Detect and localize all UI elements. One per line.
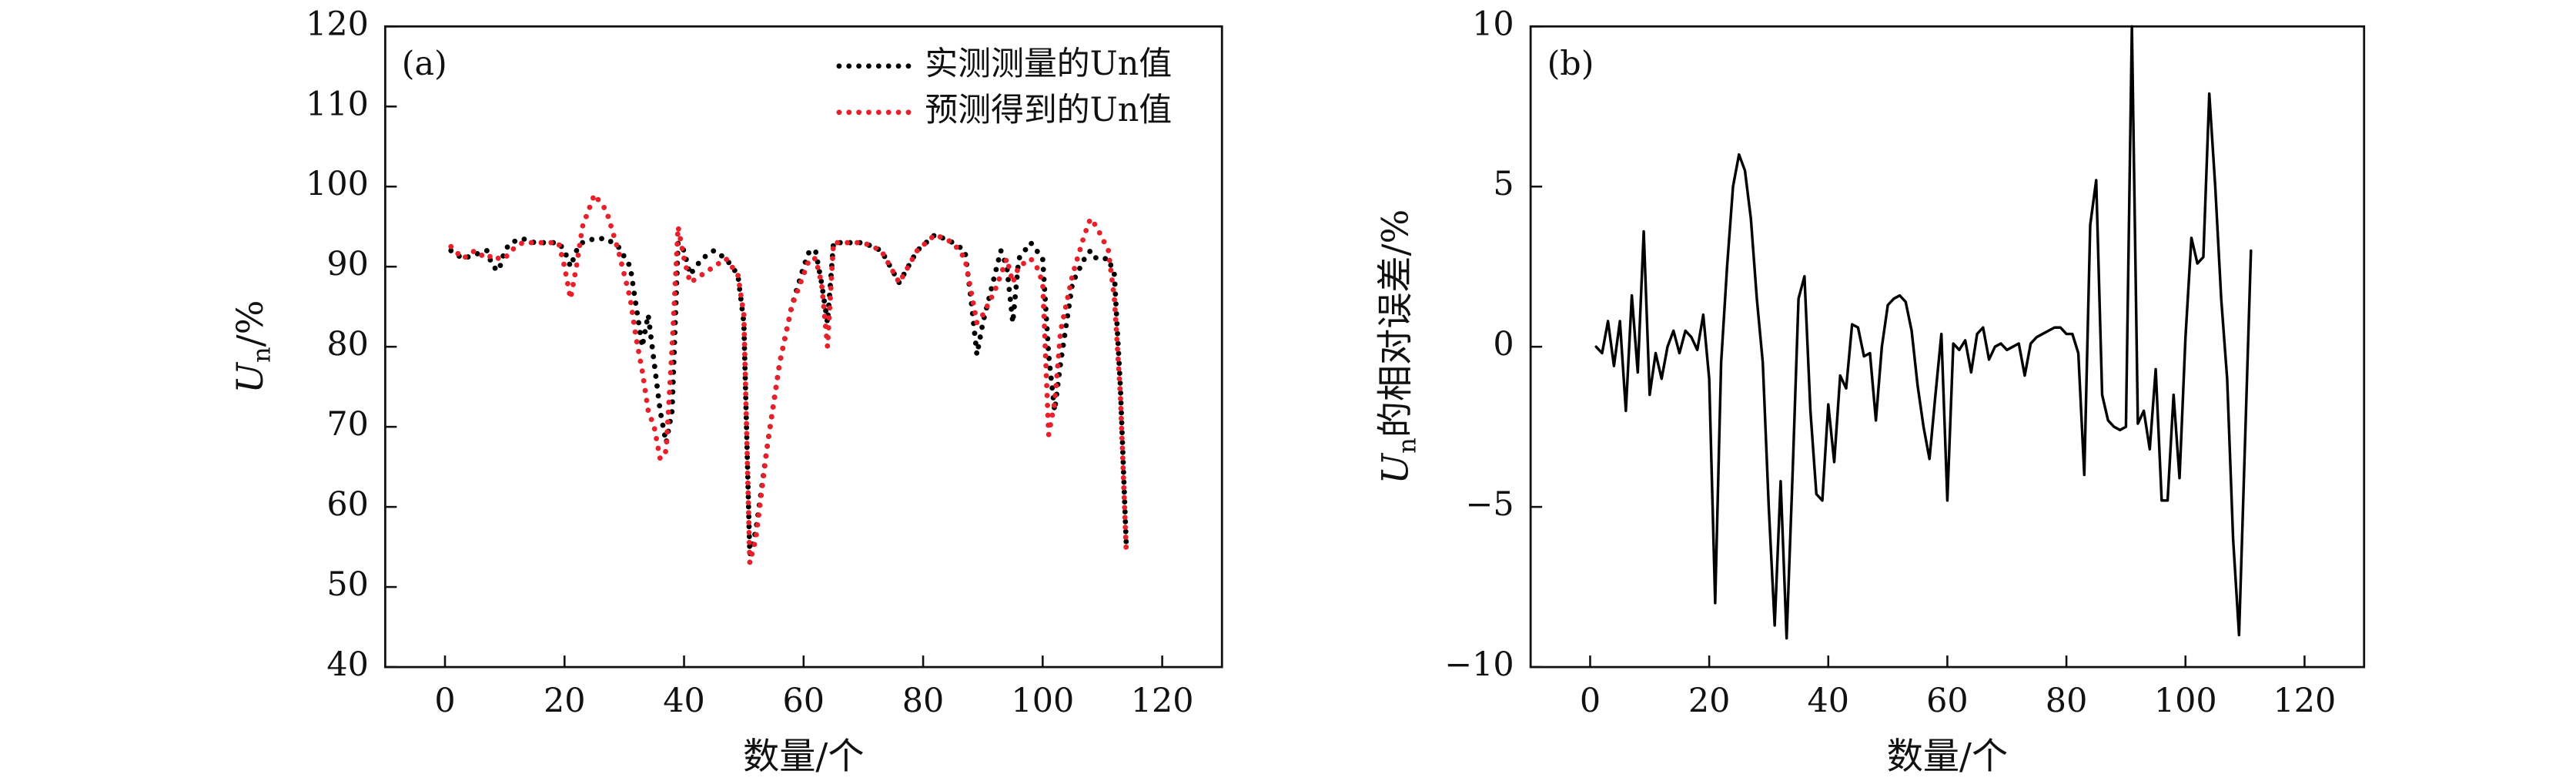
y-axis-label: Un/% [229,300,276,394]
plot-frame [1529,25,2366,669]
y-axis-symbol: U [229,361,272,394]
y-tick-label: 90 [326,245,369,283]
y-tick-label: 0 [1493,325,1514,364]
panel-label: (b) [1547,45,1594,83]
series-line [1594,25,2253,640]
y-tick-label: −10 [1444,645,1514,684]
x-tick-label: 0 [434,682,455,720]
x-tick-label: 80 [2046,682,2088,720]
x-tick-label: 20 [544,682,586,720]
x-tick-label: 80 [902,682,945,720]
x-tick-label: 120 [2273,682,2336,720]
x-tick-label: 0 [1580,682,1601,720]
x-tick-label: 20 [1688,682,1731,720]
y-axis-text: /% [229,300,272,347]
y-axis-label: Un的相对误差/% [1375,209,1421,484]
y-axis-subscript: n [246,347,276,363]
legend-label: 实测测量的Un值 [925,45,1172,83]
y-tick-label: 120 [306,5,369,43]
series-line [448,232,1129,558]
x-axis-label: 数量/个 [743,736,864,778]
y-tick-label: 70 [326,405,369,444]
y-axis-text: 的相对误差/% [1375,209,1417,437]
y-axis-symbol: U [1375,452,1417,484]
x-tick-label: 60 [783,682,825,720]
y-tick-label: 5 [1493,165,1514,203]
y-tick-label: 10 [1472,5,1514,43]
y-tick-label: 40 [326,645,369,684]
x-tick-label: 100 [1011,682,1074,720]
y-tick-label: 110 [306,85,369,123]
x-axis-label: 数量/个 [1887,736,2008,778]
panel-label: (a) [402,45,447,83]
y-axis-subscript: n [1392,437,1421,454]
series-line [448,192,1129,566]
y-tick-label: 100 [306,165,369,203]
x-tick-label: 40 [663,682,705,720]
y-tick-label: −5 [1466,485,1514,524]
x-tick-label: 120 [1131,682,1194,720]
y-tick-label: 80 [326,325,369,364]
y-tick-label: 50 [326,565,369,604]
x-tick-label: 60 [1926,682,1969,720]
x-tick-label: 40 [1808,682,1850,720]
legend-label: 预测得到的Un值 [925,91,1172,129]
y-tick-label: 60 [326,485,369,524]
x-tick-label: 100 [2154,682,2217,720]
